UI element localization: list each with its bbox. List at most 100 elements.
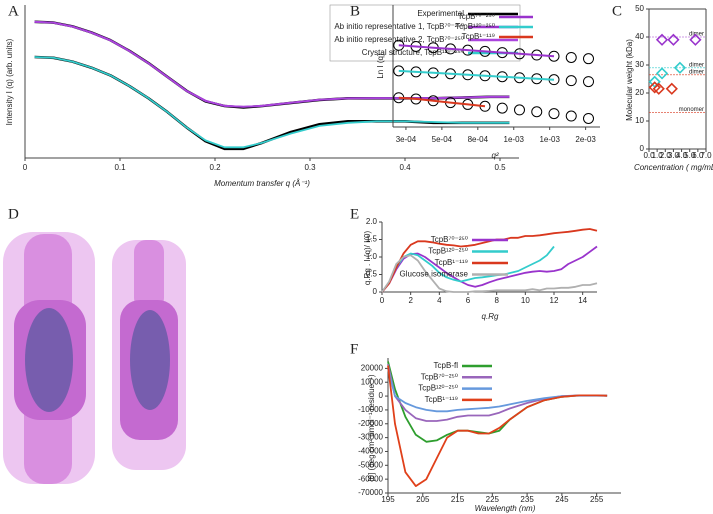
panel-label: F [350, 341, 358, 357]
x-tick-label: 0.2 [209, 163, 221, 172]
y-tick-label: 0.5 [366, 270, 378, 279]
line-series [34, 20, 510, 108]
y-tick-label: 0 [640, 144, 645, 153]
y-tick-label: 1.5 [366, 235, 378, 244]
panel-label: E [350, 206, 359, 222]
x-tick-label: 5.0 [684, 151, 696, 160]
x-tick-label: 255 [590, 495, 604, 504]
y-axis-title: q.Rg . I (q)/ I(0) [363, 231, 372, 286]
y-tick-label: -60000 [358, 474, 383, 483]
x-tick-label: 205 [416, 495, 430, 504]
x-axis-title: q.Rg [482, 312, 499, 321]
x-tick-label: 8 [494, 296, 499, 305]
y-tick-label: 2.0 [366, 217, 378, 226]
x-tick-label: 235 [520, 495, 534, 504]
line-series [387, 365, 608, 487]
y-axis-title: Intensity I (q) (arb. units) [5, 38, 14, 125]
x-tick-label: 3e-04 [396, 135, 417, 144]
x-tick-label: 1.0 [652, 151, 664, 160]
legend-label: Experimental [417, 9, 464, 18]
y-axis-title: Molecular weight (kDa) [625, 39, 634, 121]
point [665, 82, 678, 95]
y-axis-title: Ln I (q) [376, 53, 385, 79]
x-axis-title: Momentum transfer q (Å⁻¹) [214, 179, 310, 188]
point [583, 112, 594, 124]
x-tick-label: 8e-04 [468, 135, 489, 144]
x-tick-label: 0.5 [494, 163, 506, 172]
fit-line [398, 44, 555, 58]
legend-label: TcpB¹²⁰⁻²⁵⁰ [428, 247, 468, 256]
x-tick-label: 10 [521, 296, 530, 305]
legend-label: TcpB¹⁻¹¹⁹ [462, 32, 495, 41]
y-tick-label: -40000 [358, 447, 383, 456]
x-tick-label: 2.0 [660, 151, 672, 160]
line-series [381, 254, 598, 293]
x-axis-title: Wavelength (nm) [475, 504, 536, 513]
y-tick-label: 0 [379, 391, 384, 400]
point [655, 67, 669, 80]
x-tick-label: 1e-03 [539, 135, 560, 144]
point [652, 82, 665, 95]
x-tick-label: 5e-04 [432, 135, 453, 144]
ribbon [25, 308, 73, 412]
y-tick-label: 40 [635, 32, 644, 41]
x-tick-label: 6 [466, 296, 471, 305]
x-tick-label: 0.1 [114, 163, 126, 172]
x-axis-title: Concentration ( mg/mL ) [634, 163, 713, 172]
x-tick-label: 0.3 [304, 163, 316, 172]
panel-label: C [612, 3, 622, 19]
point [496, 102, 508, 114]
point [565, 110, 577, 122]
point [565, 75, 577, 87]
legend-label: TcpB⁷⁰⁻²⁵⁰ [458, 12, 495, 21]
legend-label: TcpB¹²⁰⁻²⁵⁰ [418, 384, 458, 393]
x-tick-label: 225 [486, 495, 500, 504]
y-axis-title: [θ] (deg cm² dmol⁻¹ residue⁻¹) [367, 374, 376, 481]
x-tick-label: 14 [578, 296, 587, 305]
x-tick-label: 1e-03 [504, 135, 525, 144]
legend-label: TcpB¹⁻¹¹⁹ [435, 258, 468, 267]
fit-line [398, 96, 486, 108]
y-tick-label: -70000 [358, 488, 383, 497]
point [514, 104, 525, 116]
ribbon [130, 310, 170, 410]
legend-label: TcpB¹⁻¹¹⁹ [425, 395, 458, 404]
y-tick-label: 20 [635, 88, 644, 97]
legend-label: Ab initio representative 1, TcpB⁷⁰⁻²⁵⁰ [334, 22, 464, 31]
y-tick-label: 1.0 [366, 252, 378, 261]
reference-label: dimer [689, 62, 704, 68]
legend-label: TcpB-fl [434, 361, 459, 370]
x-tick-label: 4 [437, 296, 442, 305]
panel-label: B [350, 3, 360, 19]
x-tick-label: 3.0 [668, 151, 680, 160]
line-series [381, 245, 598, 293]
molecule-renderings [3, 232, 186, 484]
x-tick-label: 2 [408, 296, 413, 305]
x-tick-label: 0 [380, 296, 385, 305]
line-series [381, 245, 555, 293]
line-series [34, 56, 510, 149]
point [565, 51, 577, 63]
x-tick-label: 0 [23, 163, 28, 172]
y-tick-label: 10 [635, 116, 644, 125]
point [667, 33, 680, 46]
panel-label: D [8, 206, 19, 222]
x-tick-label: 195 [381, 495, 395, 504]
point [648, 81, 661, 94]
y-tick-label: -50000 [358, 460, 383, 469]
legend-label: TcpB⁷⁰⁻²⁵⁰ [421, 372, 458, 381]
x-tick-label: 0.4 [399, 163, 411, 172]
envelope [134, 240, 164, 310]
y-tick-label: 50 [635, 4, 644, 13]
x-tick-label: 215 [451, 495, 465, 504]
point [531, 106, 543, 118]
y-tick-label: 30 [635, 60, 644, 69]
legend-label: Glucose isomerase [400, 270, 469, 279]
reference-label: dimer [689, 69, 704, 75]
x-tick-label: 12 [550, 296, 559, 305]
legend-label: TcpB¹²⁰⁻²⁵⁰ [455, 22, 495, 31]
x-tick-label: 2e-03 [575, 135, 596, 144]
panel-label: A [8, 3, 19, 19]
legend-label: Ab initio representative 2, TcpB⁷⁰⁻²⁵⁰ [334, 35, 464, 44]
